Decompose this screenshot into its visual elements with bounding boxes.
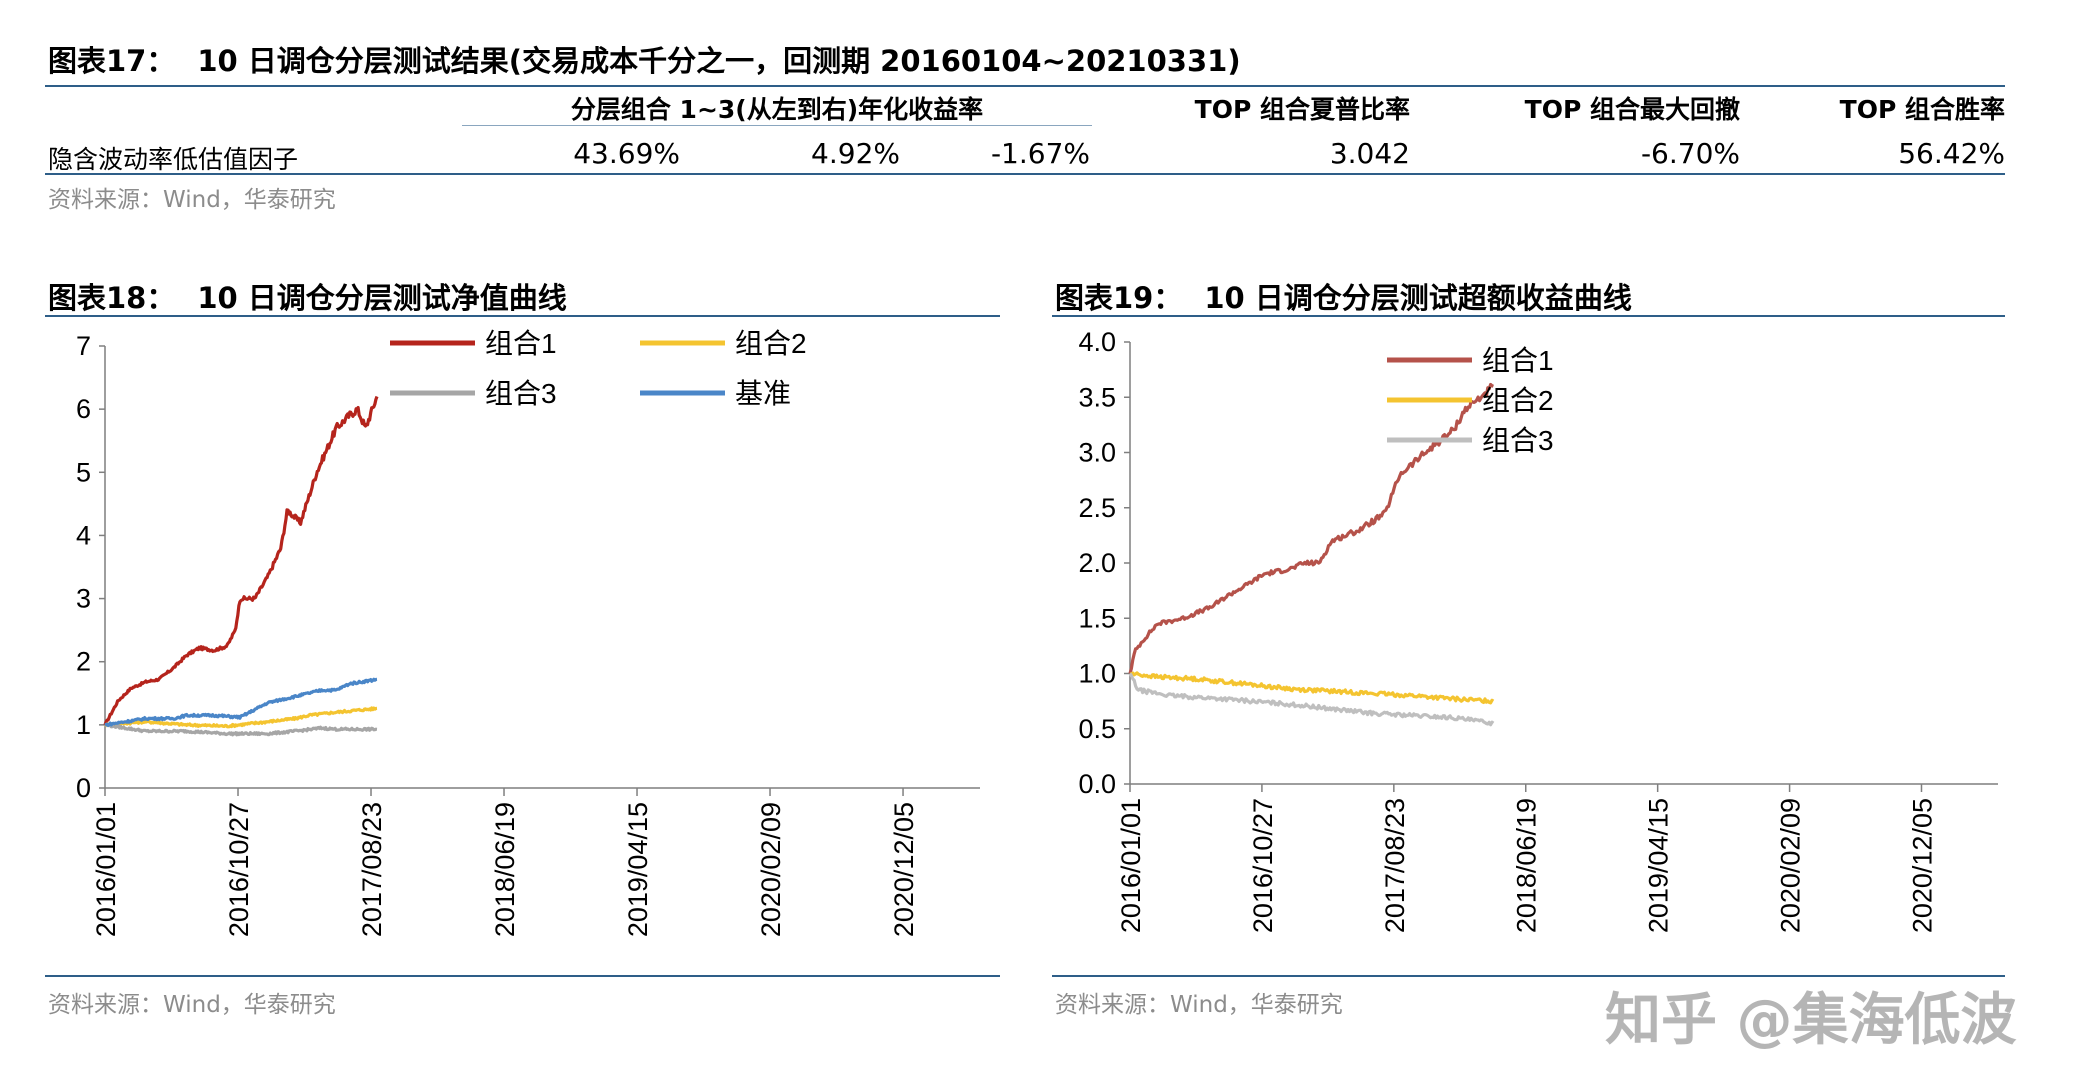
- table-title: 图表17： 10 日调仓分层测试结果(交易成本千分之一，回测期 20160104~…: [48, 38, 1241, 80]
- legend-label-2: 组合2: [735, 328, 807, 359]
- y-tick-label: 1.0: [1078, 659, 1116, 689]
- y-tick-label: 2: [76, 647, 91, 677]
- fig18-title: 图表18： 10 日调仓分层测试净值曲线: [48, 275, 567, 317]
- row-label: 隐含波动率低估值因子: [48, 145, 299, 174]
- legend-label-4: 基准: [735, 378, 791, 409]
- legend-label-2: 组合2: [1482, 385, 1554, 416]
- cell-return-3: -1.67%: [990, 137, 1090, 170]
- y-tick-label: 5: [76, 457, 91, 487]
- series-line-3: [1128, 672, 1495, 727]
- group-header: 分层组合 1~3(从左到右)年化收益率: [570, 95, 984, 124]
- legend-label-1: 组合1: [1482, 345, 1554, 376]
- x-tick-label: 2019/04/15: [1644, 798, 1674, 933]
- x-tick-label: 2017/08/23: [357, 802, 387, 937]
- fig19-source: 资料来源：Wind，华泰研究: [1055, 992, 1343, 1018]
- x-tick-label: 2016/01/01: [91, 802, 121, 937]
- x-tick-label: 2017/08/23: [1380, 798, 1410, 933]
- fig18-bottom-rule: [45, 975, 1000, 977]
- y-tick-label: 3: [76, 584, 91, 614]
- y-tick-label: 4.0: [1078, 327, 1116, 357]
- fig18-title-number: 图表18：: [48, 281, 176, 315]
- table-top-rule: [45, 85, 2005, 87]
- x-tick-label: 2018/06/19: [1512, 798, 1542, 933]
- fig19-bottom-rule: [1052, 975, 2005, 977]
- cell-sharpe: 3.042: [1329, 137, 1410, 170]
- x-tick-label: 2020/02/09: [756, 802, 786, 937]
- table-source: 资料来源：Wind，华泰研究: [48, 187, 336, 213]
- y-tick-label: 3.0: [1078, 438, 1116, 468]
- fig19-top-rule: [1052, 315, 2005, 317]
- fig18-source: 资料来源：Wind，华泰研究: [48, 992, 336, 1018]
- col-header-winrate: TOP 组合胜率: [1839, 95, 2005, 124]
- fig18-title-text: 10 日调仓分层测试净值曲线: [197, 281, 567, 315]
- x-tick-label: 2020/12/05: [1907, 798, 1937, 933]
- legend-label-3: 组合3: [485, 378, 557, 409]
- cell-return-2: 4.92%: [811, 137, 900, 170]
- fig19-title: 图表19： 10 日调仓分层测试超额收益曲线: [1055, 275, 1632, 317]
- y-tick-label: 0: [76, 773, 91, 803]
- x-tick-label: 2016/10/27: [1248, 798, 1278, 933]
- table-title-text: 10 日调仓分层测试结果(交易成本千分之一，回测期 20160104~20210…: [197, 44, 1241, 78]
- fig18-top-rule: [45, 315, 1000, 317]
- fig19-chart: 0.0 0.5 1.0 1.5 2.0 2.5 3.0 3.5 4.0 2016/01/01 201…: [1078, 327, 1998, 933]
- legend-label-1: 组合1: [485, 328, 557, 359]
- table-bottom-rule: [45, 173, 2005, 175]
- y-tick-label: 6: [76, 394, 91, 424]
- y-tick-label: 7: [76, 331, 91, 361]
- series-line-4: [104, 677, 378, 727]
- x-tick-label: 2016/10/27: [224, 802, 254, 937]
- y-tick-label: 1.5: [1078, 603, 1116, 633]
- y-tick-label: 1: [76, 710, 91, 740]
- y-tick-label: 2.5: [1078, 493, 1116, 523]
- series-line-1: [103, 395, 379, 726]
- y-tick-label: 0.5: [1078, 714, 1116, 744]
- table-title-number: 图表17：: [48, 44, 176, 78]
- fig19-title-number: 图表19：: [1055, 281, 1183, 315]
- cell-drawdown: -6.70%: [1640, 137, 1740, 170]
- y-tick-label: 4: [76, 520, 91, 550]
- x-tick-label: 2019/04/15: [623, 802, 653, 937]
- x-tick-label: 2018/06/19: [490, 802, 520, 937]
- x-tick-label: 2016/01/01: [1116, 798, 1146, 933]
- watermark: 知乎 @集海低波: [1605, 988, 2017, 1053]
- x-tick-label: 2020/02/09: [1776, 798, 1806, 933]
- cell-return-1: 43.69%: [573, 137, 680, 170]
- group-header-underline: [462, 125, 1092, 126]
- cell-winrate: 56.42%: [1898, 137, 2005, 170]
- series-line-2: [104, 706, 378, 729]
- y-tick-label: 2.0: [1078, 548, 1116, 578]
- x-tick-label: 2020/12/05: [889, 802, 919, 937]
- series-line-2: [1129, 671, 1495, 705]
- fig18-chart: 0 1 2 3 4 5 6 7 2016/01/01 2016/10/27 2017/08/23 20…: [76, 328, 980, 937]
- series-line-3: [104, 723, 378, 737]
- series-line-1: [1128, 382, 1494, 674]
- y-tick-label: 3.5: [1078, 382, 1116, 412]
- col-header-sharpe: TOP 组合夏普比率: [1194, 95, 1410, 124]
- y-tick-label: 0.0: [1078, 769, 1116, 799]
- legend-label-3: 组合3: [1482, 425, 1554, 456]
- fig19-title-text: 10 日调仓分层测试超额收益曲线: [1204, 281, 1632, 315]
- col-header-drawdown: TOP 组合最大回撤: [1524, 95, 1740, 124]
